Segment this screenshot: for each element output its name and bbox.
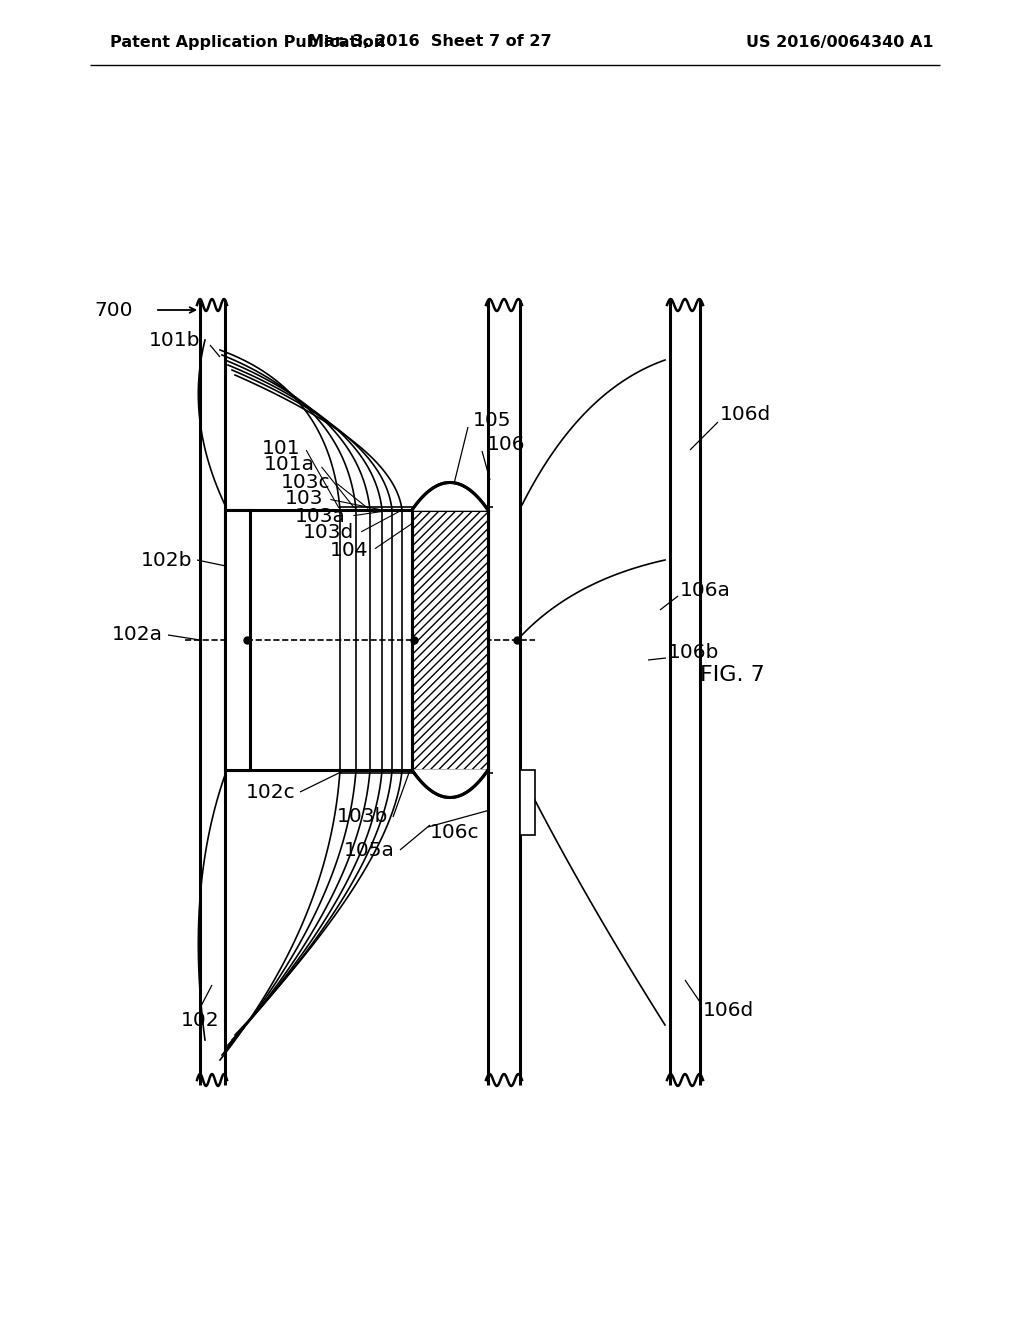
Text: 105: 105 [473, 411, 512, 429]
Text: 102: 102 [180, 1011, 219, 1030]
Text: 102b: 102b [140, 550, 193, 569]
Text: 101: 101 [261, 438, 300, 458]
Text: 102a: 102a [112, 626, 163, 644]
Text: 106: 106 [487, 434, 525, 454]
Text: 102c: 102c [246, 783, 295, 801]
Text: 105a: 105a [344, 841, 395, 859]
Text: 103d: 103d [303, 524, 354, 543]
Text: 106d: 106d [720, 405, 771, 425]
Polygon shape [412, 770, 488, 797]
Text: FIG. 7: FIG. 7 [700, 665, 765, 685]
Text: 106a: 106a [680, 581, 731, 599]
Text: Mar. 3, 2016  Sheet 7 of 27: Mar. 3, 2016 Sheet 7 of 27 [308, 34, 552, 49]
Bar [225, 510, 250, 770]
Text: 103a: 103a [295, 507, 346, 525]
Text: 700: 700 [94, 301, 133, 319]
Bar [412, 510, 488, 770]
Text: 104: 104 [330, 540, 368, 560]
Text: Patent Application Publication: Patent Application Publication [110, 34, 385, 49]
Text: 101a: 101a [264, 455, 315, 474]
Text: 106b: 106b [668, 643, 720, 661]
Polygon shape [412, 483, 488, 510]
Text: 101b: 101b [148, 330, 200, 350]
Text: 106d: 106d [703, 1001, 755, 1019]
Text: US 2016/0064340 A1: US 2016/0064340 A1 [746, 34, 934, 49]
Text: 103: 103 [285, 490, 323, 508]
Text: 103b: 103b [337, 808, 388, 826]
Bar [520, 770, 535, 836]
Text: 106c: 106c [430, 822, 479, 842]
Text: 103c: 103c [281, 473, 330, 491]
